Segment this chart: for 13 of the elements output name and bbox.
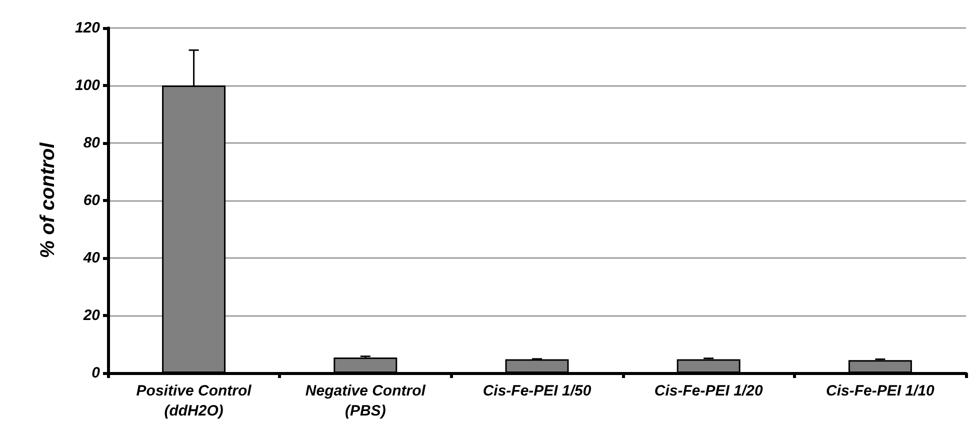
y-tick-label: 60 [83, 192, 101, 209]
x-tick-label: Negative Control (PBS) [305, 382, 426, 420]
y-tick-label: 100 [74, 77, 101, 94]
x-tick-label: Cis-Fe-PEI 1/20 [654, 382, 764, 400]
x-tick-label: Positive Control (ddH2O) [136, 382, 252, 420]
x-tick-label: Cis-Fe-PEI 1/10 [826, 382, 936, 400]
y-tick-label: 120 [74, 20, 101, 36]
x-tick-label: Cis-Fe-PEI 1/50 [482, 382, 592, 400]
y-tick-label: 20 [82, 307, 101, 324]
y-tick-label: 80 [83, 134, 101, 152]
y-tick-label: 0 [92, 364, 101, 382]
y-axis-title: % of control [37, 142, 59, 258]
y-tick-label: 40 [82, 250, 101, 266]
